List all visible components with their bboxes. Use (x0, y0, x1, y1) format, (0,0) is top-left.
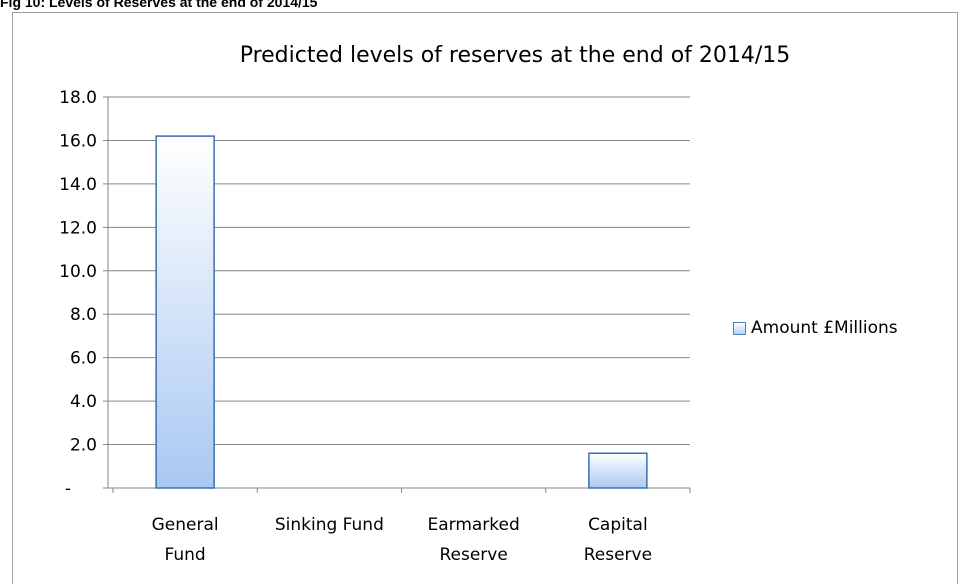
legend-swatch (733, 322, 746, 335)
y-tick-label: 18.0 (59, 88, 97, 108)
chart-legend: Amount £Millions (733, 318, 898, 338)
bar (156, 136, 214, 488)
x-category-label: General (152, 515, 219, 535)
y-tick-label: 2.0 (70, 436, 97, 456)
y-tick-label: 10.0 (59, 262, 97, 282)
x-category-label: Fund (165, 545, 206, 565)
x-category-label: Reserve (584, 545, 652, 565)
y-tick-label: 4.0 (70, 392, 97, 412)
y-tick-label: 12.0 (59, 218, 97, 238)
y-tick-label: 6.0 (70, 349, 97, 369)
x-category-label: Capital (588, 515, 648, 535)
y-tick-label: 14.0 (59, 175, 97, 195)
x-category-label: Sinking Fund (275, 515, 384, 535)
y-tick-label: - (65, 479, 71, 499)
x-category-label: Earmarked (427, 515, 519, 535)
y-tick-label: 16.0 (59, 131, 97, 151)
bar (589, 453, 647, 488)
y-tick-label: 8.0 (70, 305, 97, 325)
legend-label: Amount £Millions (751, 318, 898, 338)
x-category-label: Reserve (439, 545, 507, 565)
